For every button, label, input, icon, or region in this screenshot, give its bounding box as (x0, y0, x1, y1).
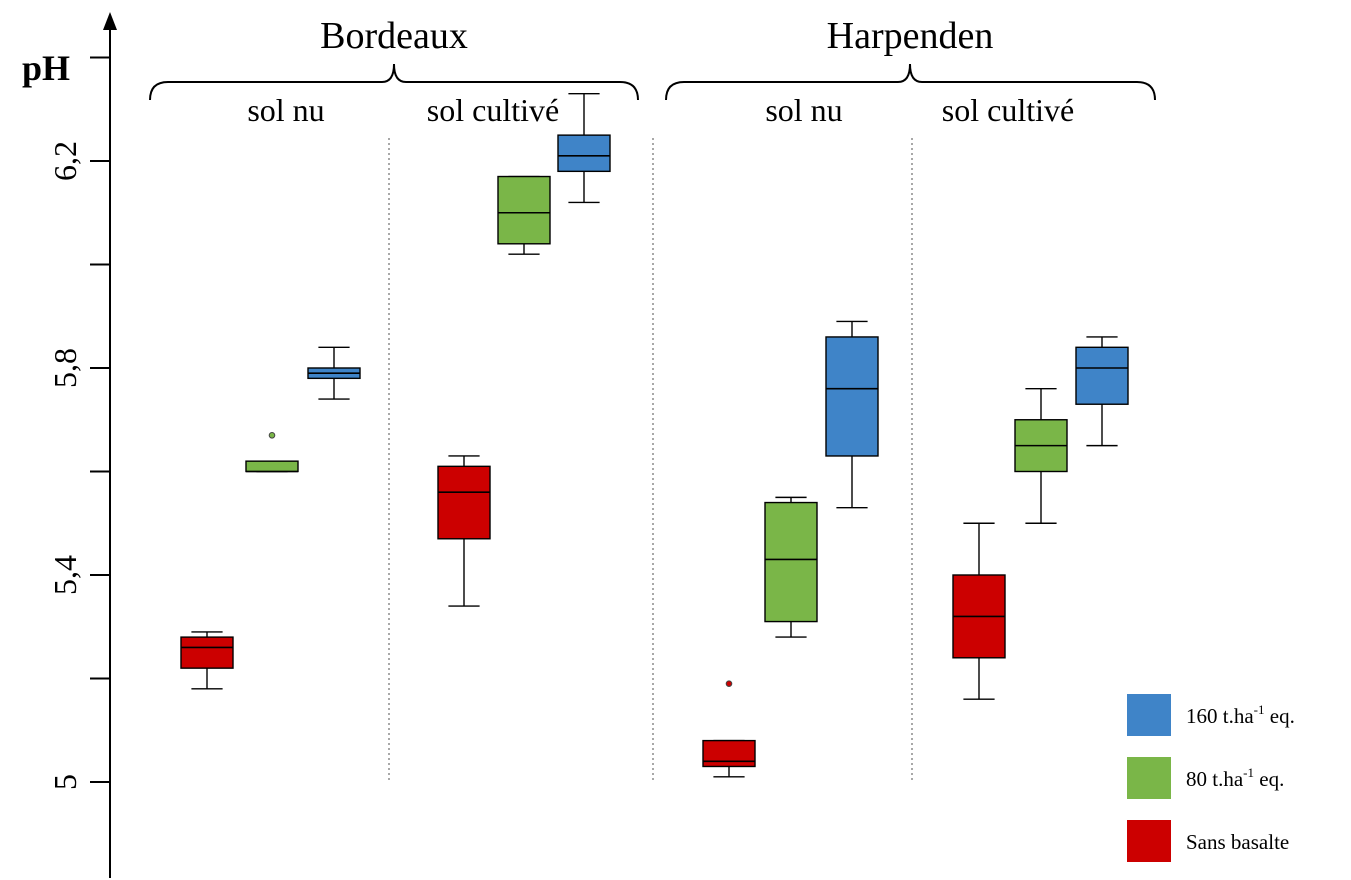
legend-swatch-t160 (1127, 694, 1171, 736)
box-harpenden-sol-nu-t160-iqr (825, 336, 879, 457)
legend-item-sans: Sans basalte (1127, 820, 1289, 862)
box-bordeaux-sol-nu-t80-outlier (268, 431, 276, 439)
legend: 160 t.ha-1 eq. 80 t.ha-1 eq. Sans basalte (1127, 694, 1295, 862)
condition-label-harpenden-sol-nu: sol nu (765, 92, 842, 128)
site-bracket-harpenden (665, 63, 1156, 101)
site-title-harpenden: Harpenden (827, 15, 994, 57)
y-tick-label: 5,4 (47, 555, 83, 595)
legend-label-sans: Sans basalte (1186, 830, 1289, 854)
box-harpenden-sol-cultive-t80 (1014, 388, 1068, 524)
y-axis-label: pH (22, 48, 70, 88)
box-harpenden-sol-nu-sans-iqr (702, 739, 756, 768)
box-bordeaux-sol-nu-sans-iqr (180, 636, 234, 669)
legend-swatch-sans (1127, 820, 1171, 862)
legend-swatch-t80 (1127, 757, 1171, 799)
box-bordeaux-sol-nu-sans (180, 631, 234, 690)
box-harpenden-sol-cultive-t160-iqr (1075, 346, 1129, 405)
site-title-bordeaux: Bordeaux (320, 15, 468, 57)
condition-label-harpenden-sol-cultive: sol cultivé (942, 92, 1074, 128)
box-bordeaux-sol-cultive-sans (437, 455, 491, 607)
box-harpenden-sol-nu-t160 (825, 320, 879, 509)
box-bordeaux-sol-cultive-t80 (497, 175, 551, 255)
legend-item-t80: 80 t.ha-1 eq. (1127, 757, 1284, 799)
site-headers-group: Bordeaux Harpenden sol nu sol cultivé sol nu… (149, 15, 1156, 128)
divider-group (388, 138, 913, 782)
legend-label-t160: 160 t.ha-1 eq. (1186, 702, 1295, 728)
box-harpenden-sol-nu-t80 (764, 496, 818, 638)
y-tick-label: 6,2 (47, 141, 83, 181)
box-bordeaux-sol-nu-t80 (245, 431, 299, 473)
box-harpenden-sol-cultive-t160 (1075, 336, 1129, 447)
y-axis-arrowhead (103, 12, 117, 30)
box-harpenden-sol-cultive-sans (952, 522, 1006, 700)
box-bordeaux-sol-nu-t160 (307, 346, 361, 400)
box-bordeaux-sol-cultive-t160-iqr (557, 134, 611, 173)
box-bordeaux-sol-cultive-t160 (557, 93, 611, 204)
y-axis-group: pH 5 5,4 5,8 6,2 (22, 12, 117, 878)
boxes-group (180, 93, 1129, 778)
box-harpenden-sol-nu-t80-iqr (764, 501, 818, 623)
y-tick-label: 5 (47, 774, 83, 790)
site-bracket-bordeaux (149, 63, 639, 101)
legend-item-t160: 160 t.ha-1 eq. (1127, 694, 1295, 736)
box-bordeaux-sol-nu-t80-iqr (245, 460, 299, 473)
box-harpenden-sol-nu-sans (702, 680, 756, 778)
legend-label-t80: 80 t.ha-1 eq. (1186, 765, 1284, 791)
y-tick-label: 5,8 (47, 348, 83, 388)
box-bordeaux-sol-cultive-sans-iqr (437, 465, 491, 540)
condition-label-bordeaux-sol-cultive: sol cultivé (427, 92, 559, 128)
box-bordeaux-sol-cultive-t80-iqr (497, 175, 551, 245)
box-harpenden-sol-nu-sans-outlier (725, 680, 733, 687)
condition-label-bordeaux-sol-nu: sol nu (247, 92, 324, 128)
